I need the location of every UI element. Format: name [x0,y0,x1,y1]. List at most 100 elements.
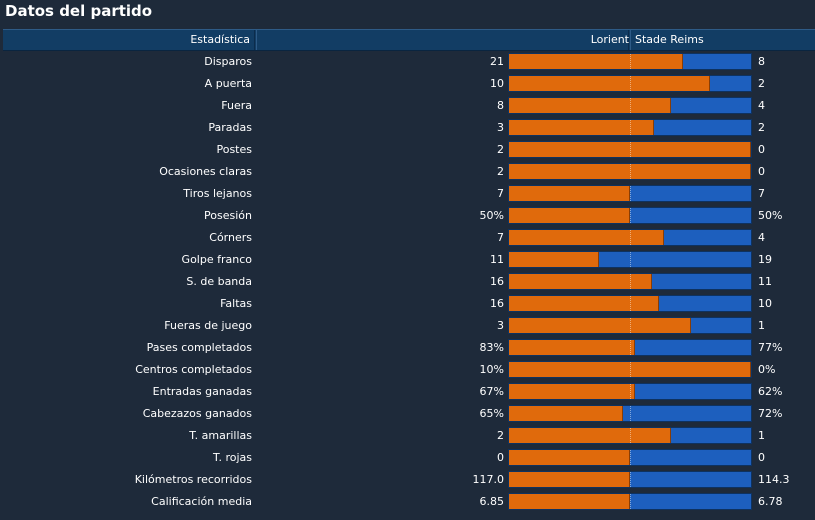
midline [630,450,631,465]
comparison-bar [508,295,752,312]
comparison-bar [508,163,752,180]
home-value: 21 [490,55,504,68]
midline [630,208,631,223]
away-value: 62% [758,385,783,398]
home-share-fill [509,318,691,333]
column-header-divider [256,30,629,50]
comparison-bar [508,273,752,290]
midline [630,98,631,113]
comparison-bar [508,251,752,268]
stat-label: Entradas ganadas [152,385,252,398]
home-share-fill [509,98,672,113]
stat-row: A puerta 10 2 [0,73,815,95]
midline [630,494,631,509]
stat-row: Kilómetros recorridos 117.0 114.3 [0,469,815,491]
home-share-fill [509,450,630,465]
stat-label: Córners [209,231,252,244]
away-value: 4 [758,99,765,112]
midline [630,428,631,443]
midline [630,252,631,267]
away-value: 7 [758,187,765,200]
home-share-fill [509,230,664,245]
stat-row: Faltas 16 10 [0,293,815,315]
stat-label: Pases completados [146,341,252,354]
away-value: 72% [758,407,783,420]
home-share-fill [509,406,623,421]
home-share-fill [509,296,660,311]
stat-label: T. amarillas [189,429,252,442]
home-share-fill [509,340,635,355]
stat-row: Golpe franco 11 19 [0,249,815,271]
home-value: 16 [490,275,504,288]
midline [630,406,631,421]
stat-label: Postes [216,143,252,156]
comparison-bar [508,317,752,334]
comparison-bar [508,185,752,202]
comparison-bar [508,119,752,136]
stat-row: T. amarillas 2 1 [0,425,815,447]
stat-row: Paradas 3 2 [0,117,815,139]
stat-label: A puerta [204,77,252,90]
away-value: 4 [758,231,765,244]
away-value: 0% [758,363,776,376]
stat-label: Cabezazos ganados [142,407,252,420]
midline [630,362,631,377]
home-share-fill [509,494,630,509]
stat-row: Postes 2 0 [0,139,815,161]
away-value: 1 [758,429,765,442]
comparison-bar [508,229,752,246]
stat-row: Pases completados 83% 77% [0,337,815,359]
home-share-fill [509,472,630,487]
stat-label: S. de banda [186,275,252,288]
midline [630,54,631,69]
midline [630,164,631,179]
home-share-fill [509,76,710,91]
stat-label: Disparos [204,55,252,68]
home-value: 6.85 [479,495,505,508]
stat-row: Ocasiones claras 2 0 [0,161,815,183]
away-value: 77% [758,341,783,354]
comparison-bar [508,471,752,488]
stat-label: Ocasiones claras [159,165,252,178]
column-header-home-team[interactable]: Lorient [590,33,629,46]
home-share-fill [509,142,751,157]
stat-row: Calificación media 6.85 6.78 [0,491,815,513]
away-value: 11 [758,275,772,288]
column-header-away-team[interactable]: Stade Reims [630,30,815,50]
home-share-fill [509,120,655,135]
home-value: 7 [497,187,504,200]
comparison-bar [508,97,752,114]
home-share-fill [509,252,599,267]
home-value: 10 [490,77,504,90]
stat-row: Entradas ganadas 67% 62% [0,381,815,403]
away-value: 0 [758,143,765,156]
midline [630,472,631,487]
stat-label: Fueras de juego [164,319,252,332]
midline [630,340,631,355]
home-value: 65% [479,407,504,420]
home-value: 2 [497,165,504,178]
midline [630,230,631,245]
home-value: 3 [497,121,504,134]
home-value: 117.0 [472,473,505,486]
home-share-fill [509,384,635,399]
comparison-bar [508,141,752,158]
stat-label: Posesión [204,209,252,222]
home-value: 83% [479,341,504,354]
away-value: 2 [758,121,765,134]
midline [630,76,631,91]
stat-label: Kilómetros recorridos [134,473,252,486]
column-header-stat[interactable]: Estadística [3,30,255,50]
stat-label: Paradas [208,121,252,134]
home-share-fill [509,428,672,443]
home-value: 8 [497,99,504,112]
comparison-bar [508,427,752,444]
home-share-fill [509,164,751,179]
home-share-fill [509,208,630,223]
comparison-bar [508,449,752,466]
comparison-bar [508,405,752,422]
home-value: 50% [479,209,504,222]
away-value: 8 [758,55,765,68]
stat-label: Calificación media [151,495,252,508]
home-value: 2 [497,143,504,156]
